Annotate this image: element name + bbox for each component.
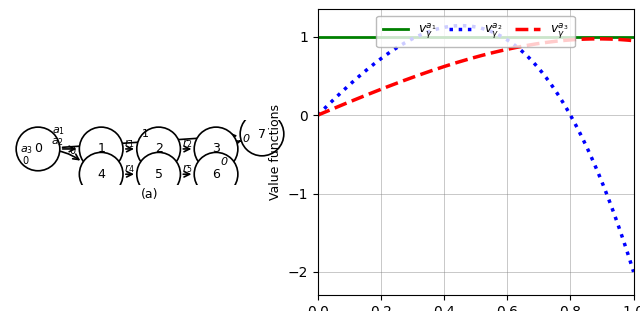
$v_\gamma^{a_3}$ — [623, 38, 630, 42]
$v_\gamma^{a_1}$ — [573, 35, 580, 39]
$v_\gamma^{a_3}$ — [484, 52, 492, 56]
Text: 0: 0 — [243, 134, 250, 144]
$v_\gamma^{a_2}$ — [623, 248, 630, 252]
Text: 0: 0 — [22, 156, 28, 166]
Line: $v_\gamma^{a_3}$: $v_\gamma^{a_3}$ — [317, 39, 634, 115]
Line: $v_\gamma^{a_2}$: $v_\gamma^{a_2}$ — [317, 26, 634, 272]
Text: $a_1$: $a_1$ — [52, 125, 65, 137]
$v_\gamma^{a_1}$ — [466, 35, 474, 39]
$v_\gamma^{a_1}$ — [622, 35, 630, 39]
$v_\gamma^{a_2}$ — [630, 270, 637, 274]
Circle shape — [194, 152, 238, 196]
Text: $r_1$: $r_1$ — [125, 137, 135, 150]
Text: 0: 0 — [34, 142, 42, 156]
Circle shape — [137, 127, 180, 171]
Y-axis label: Value functions: Value functions — [269, 104, 282, 200]
$v_\gamma^{a_3}$ — [464, 58, 472, 61]
$v_\gamma^{a_2}$ — [314, 113, 321, 117]
$v_\gamma^{a_3}$ — [502, 48, 509, 52]
Text: 6: 6 — [212, 168, 220, 181]
$v_\gamma^{a_3}$ — [595, 37, 602, 41]
$v_\gamma^{a_3}$ — [314, 113, 321, 117]
$v_\gamma^{a_2}$ — [502, 37, 510, 41]
Text: 7: 7 — [258, 128, 266, 141]
$v_\gamma^{a_2}$ — [485, 29, 493, 33]
Circle shape — [16, 127, 60, 171]
Text: 2: 2 — [155, 142, 163, 156]
$v_\gamma^{a_1}$ — [484, 35, 492, 39]
Circle shape — [194, 127, 238, 171]
$v_\gamma^{a_2}$ — [465, 24, 472, 28]
$v_\gamma^{a_2}$ — [458, 24, 465, 27]
Circle shape — [137, 152, 180, 196]
$v_\gamma^{a_3}$ — [466, 57, 474, 61]
Circle shape — [79, 152, 123, 196]
Circle shape — [240, 112, 284, 156]
Text: $a_2$: $a_2$ — [51, 136, 63, 148]
Text: $r_4$: $r_4$ — [124, 162, 136, 175]
$v_\gamma^{a_3}$ — [573, 38, 580, 41]
$v_\gamma^{a_3}$ — [630, 39, 637, 43]
$v_\gamma^{a_1}$ — [314, 35, 321, 39]
Text: 4: 4 — [97, 168, 105, 181]
Text: $a_3$: $a_3$ — [20, 144, 33, 156]
$v_\gamma^{a_2}$ — [573, 126, 581, 130]
$v_\gamma^{a_2}$ — [467, 24, 474, 28]
Text: 5: 5 — [155, 168, 163, 181]
Text: $r_5$: $r_5$ — [182, 162, 193, 175]
Text: $r_2$: $r_2$ — [182, 137, 193, 150]
Circle shape — [79, 127, 123, 171]
Text: (a): (a) — [141, 188, 159, 201]
Legend: $v_\gamma^{a_1}$, $v_\gamma^{a_2}$, $v_\gamma^{a_3}$: $v_\gamma^{a_1}$, $v_\gamma^{a_2}$, $v_\… — [376, 16, 575, 48]
Text: 3: 3 — [212, 142, 220, 156]
$v_\gamma^{a_1}$ — [464, 35, 472, 39]
$v_\gamma^{a_1}$ — [630, 35, 637, 39]
Text: 1: 1 — [141, 129, 148, 139]
Text: 0: 0 — [70, 146, 76, 156]
Text: 0: 0 — [221, 156, 228, 167]
$v_\gamma^{a_1}$ — [502, 35, 509, 39]
Text: 1: 1 — [97, 142, 105, 156]
